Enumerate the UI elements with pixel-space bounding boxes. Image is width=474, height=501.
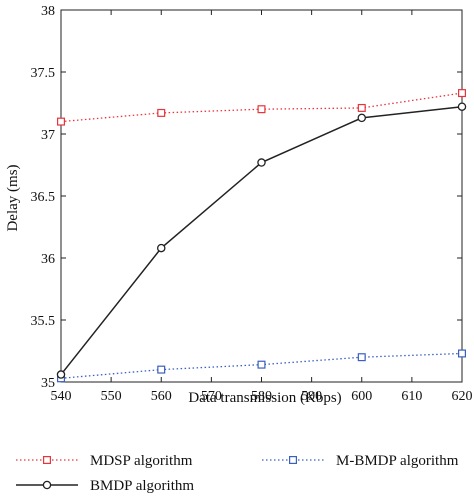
x-tick-label: 620	[452, 389, 473, 404]
x-tick-label: 580	[251, 389, 272, 404]
x-tick-label: 600	[351, 389, 372, 404]
y-axis-label: Delay (ms)	[5, 164, 21, 231]
legend: MDSP algorithm M-BMDP algorithm BMDP algor…	[16, 453, 459, 494]
y-tick-label: 36.5	[31, 190, 56, 205]
data-point	[157, 108, 166, 117]
legend-marker	[289, 456, 298, 465]
x-tick-label: 550	[101, 389, 122, 404]
legend-label: M-BMDP algorithm	[336, 453, 459, 469]
data-point	[357, 103, 366, 112]
data-point	[357, 353, 366, 362]
series-bmdp-algorithm	[56, 102, 467, 379]
data-point	[458, 349, 467, 358]
data-point	[56, 370, 66, 379]
axes: 540 550 560 570 580 590 600 610 620 35 35.5 36 36.5 3…	[31, 4, 473, 404]
data-point	[458, 89, 467, 98]
series-group	[56, 89, 467, 383]
y-tick-label: 37.5	[31, 66, 56, 81]
legend-item: MDSP algorithm	[16, 453, 193, 469]
data-point	[156, 243, 166, 253]
data-point	[357, 113, 366, 123]
x-tick-label: 610	[401, 389, 422, 404]
plot-area-frame	[60, 9, 463, 383]
x-tick-label: 590	[301, 389, 322, 404]
legend-label: BMDP algorithm	[90, 478, 194, 494]
legend-marker	[42, 456, 51, 465]
data-point	[157, 365, 166, 374]
legend-marker	[42, 480, 52, 490]
series-mdsp-algorithm	[56, 89, 467, 126]
x-tick-label: 570	[201, 389, 222, 404]
data-point	[457, 102, 467, 111]
series-line-bmdp-algorithm	[60, 105, 463, 376]
x-tick-label: 560	[151, 389, 172, 404]
legend-item: M-BMDP algorithm	[262, 453, 459, 469]
data-point	[56, 117, 65, 126]
data-point	[257, 158, 266, 167]
data-point	[257, 360, 266, 369]
legend-item: BMDP algorithm	[16, 478, 194, 494]
series-m-bmdp-algorithm	[56, 349, 467, 383]
legend-label: MDSP algorithm	[90, 453, 193, 469]
x-tick-label: 540	[51, 389, 72, 404]
y-tick-label: 35	[41, 376, 55, 391]
y-tick-label: 37	[41, 128, 55, 143]
x-axis-label: Data transmission (Kbps)	[188, 390, 341, 406]
y-tick-label: 38	[41, 4, 55, 19]
y-tick-label: 35.5	[31, 314, 56, 329]
data-point	[257, 105, 266, 114]
y-tick-label: 36	[41, 252, 55, 267]
